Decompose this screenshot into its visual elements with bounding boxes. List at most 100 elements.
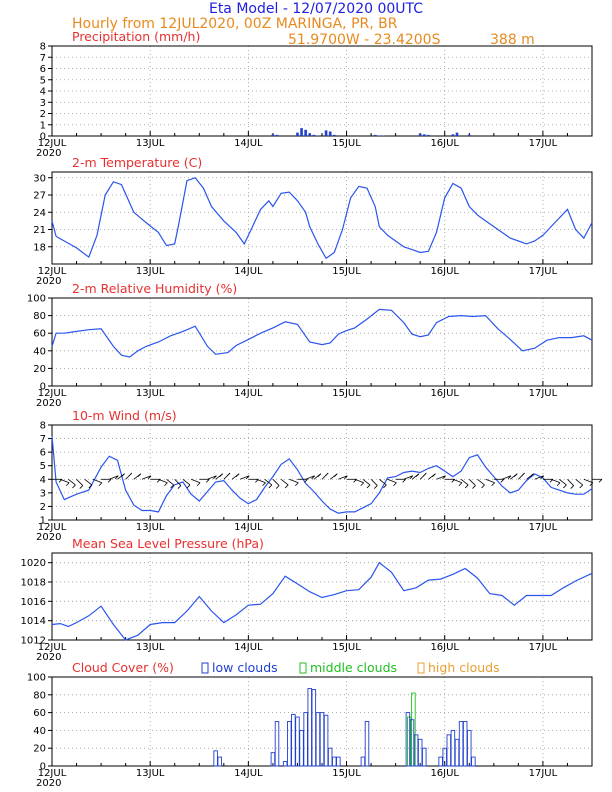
panel-title: Cloud Cover (%)	[72, 660, 174, 675]
x-tick-label: 17JUL	[529, 642, 558, 653]
wind-barb-flag	[226, 472, 231, 477]
wind-barb-flag	[128, 472, 133, 477]
y-tick-label: 4	[40, 475, 46, 486]
x-tick-label: 12JUL	[38, 642, 67, 653]
x-tick-label: 16JUL	[430, 642, 459, 653]
cloud-bar-low	[217, 756, 222, 767]
wind-barb-flag	[98, 482, 103, 487]
y-tick-label: 80	[33, 690, 46, 701]
wind-barb	[60, 478, 70, 484]
y-tick-label: 6	[40, 448, 46, 459]
cloud-bar-low	[332, 756, 337, 767]
cloud-bar-low	[307, 688, 312, 767]
precip-bar	[422, 134, 426, 136]
wind-barb-flag	[383, 484, 387, 489]
chart-title: Eta Model - 12/07/2020 00UTC	[209, 1, 423, 17]
panel-wind: 1 2 3 4 5 6 7 8 12JUL 13JUL 14JUL 15JUL 16JUL 17JUL 20…	[36, 408, 603, 543]
wind-barb	[280, 478, 289, 486]
panel-title: Mean Sea Level Pressure (hPa)	[72, 536, 264, 551]
x-year-label: 2020	[36, 148, 61, 159]
wind-barb-flag	[196, 482, 201, 487]
x-tick-label: 13JUL	[136, 266, 165, 277]
wind-barb-flag	[275, 485, 280, 489]
y-tick-label: 18	[33, 242, 46, 253]
wind-barb-flag	[579, 484, 584, 489]
cloud-bar-low	[336, 756, 341, 767]
precip-bar	[382, 135, 385, 136]
wind-barb	[272, 479, 280, 486]
wind-barb-flag	[472, 485, 476, 489]
wind-barb-flag	[245, 475, 250, 480]
wind-barb	[436, 475, 446, 480]
precip-bar	[296, 132, 299, 136]
wind-barb	[338, 475, 348, 480]
x-tick-label: 15JUL	[332, 388, 361, 399]
wind-barb	[403, 475, 413, 480]
plot-frame	[51, 552, 593, 641]
y-tick-label: 6	[40, 64, 46, 75]
cloud-bar-low	[319, 712, 325, 767]
x-tick-label: 16JUL	[430, 266, 459, 277]
cloud-bar-low	[409, 719, 415, 767]
wind-barb-flag	[464, 484, 469, 489]
x-tick-label: 17JUL	[529, 522, 558, 533]
wind-barb	[264, 478, 273, 486]
cloud-bar-low	[364, 721, 370, 767]
wind-barb-flag	[442, 475, 446, 480]
wind-barb-flag	[304, 479, 308, 483]
wind-barb-flag	[107, 479, 112, 483]
precip-bar	[275, 134, 279, 136]
wind-barb	[141, 475, 152, 480]
x-tick-label: 15JUL	[332, 522, 361, 533]
precip-bar	[324, 130, 328, 136]
x-tick-label: 13JUL	[136, 138, 165, 149]
y-tick-label: 1020	[21, 558, 46, 569]
y-tick-label: 1018	[21, 578, 46, 589]
y-tick-label: 1012	[21, 636, 46, 647]
x-tick-label: 13JUL	[136, 522, 165, 533]
x-tick-label: 12JUL	[38, 388, 67, 399]
y-tick-label: 0	[40, 762, 46, 773]
wind-barb-flag	[137, 473, 142, 477]
wind-barb	[174, 479, 182, 486]
plot-frame	[51, 424, 593, 521]
wind-barb-flag	[170, 484, 174, 489]
x-tick-label: 14JUL	[234, 266, 263, 277]
x-tick-label: 16JUL	[430, 522, 459, 533]
y-tick-label: 20	[33, 364, 46, 375]
x-year-label: 2020	[36, 652, 61, 663]
cloud-bar-low	[213, 750, 218, 767]
x-tick-label: 14JUL	[234, 138, 263, 149]
wind-barb-flag	[311, 475, 315, 480]
wind-barb-flag	[366, 484, 371, 489]
wind-barb-flag	[530, 473, 534, 477]
wind-barb	[305, 475, 315, 480]
wind-barb	[460, 478, 469, 486]
y-tick-label: 60	[33, 329, 46, 340]
panel-mslp: 1012 1014 1016 1018 1020 12JUL 13JUL 14JUL 15JUL…	[21, 536, 593, 663]
precip-bar	[312, 134, 316, 136]
wind-barb	[92, 478, 103, 484]
wind-barb-flag	[458, 482, 463, 487]
y-tick-label: 5	[40, 461, 46, 472]
series-line	[51, 308, 593, 358]
panel-title: 2-m Temperature (C)	[72, 155, 202, 170]
x-tick-label: 17JUL	[529, 768, 558, 779]
wind-barb-flag	[79, 485, 84, 489]
wind-barb	[477, 478, 485, 486]
x-tick-label: 14JUL	[234, 642, 263, 653]
wind-barb-flag	[268, 484, 273, 489]
cloud-bar-low	[360, 756, 366, 767]
wind-barb-flag	[540, 475, 545, 480]
wind-barb	[109, 475, 119, 480]
x-tick-label: 13JUL	[136, 388, 165, 399]
wind-barb-flag	[570, 485, 574, 489]
legend-middle: middle clouds	[310, 660, 397, 675]
cloud-bar-low	[454, 738, 460, 767]
y-tick-label: 3	[40, 98, 46, 109]
wind-barb	[68, 478, 76, 486]
wind-barb	[534, 475, 544, 480]
y-tick-label: 0	[40, 132, 46, 143]
precip-bar	[308, 133, 312, 136]
